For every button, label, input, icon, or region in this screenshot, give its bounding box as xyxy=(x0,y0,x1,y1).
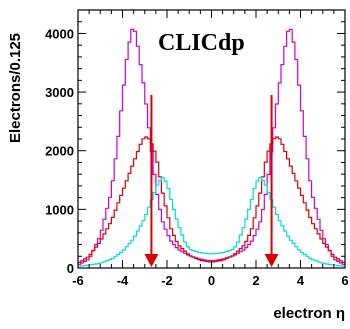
x-tick-label: -6 xyxy=(72,273,84,288)
series-line-2 xyxy=(78,136,345,263)
chart-title: CLICdp xyxy=(158,30,245,56)
y-axis-title: Electrons/0.125 xyxy=(7,33,24,143)
x-tick-label: 6 xyxy=(341,273,348,288)
annotation-group xyxy=(144,95,279,267)
x-tick-label: 0 xyxy=(208,273,215,288)
arrow-head-2 xyxy=(264,254,279,267)
x-tick-label: -4 xyxy=(117,273,129,288)
series-line-1 xyxy=(78,28,345,265)
y-tick-label: 1000 xyxy=(45,202,74,217)
series-group xyxy=(78,28,345,267)
arrow-head-1 xyxy=(144,254,159,267)
x-tick-label: 4 xyxy=(297,273,305,288)
x-tick-label: -2 xyxy=(161,273,173,288)
y-tick-label: 4000 xyxy=(45,26,74,41)
y-tick-label: 0 xyxy=(67,261,74,276)
tick-group: -6 -4 -2 0 2 4 6 0 1000 2000 3000 4000 xyxy=(45,9,349,288)
y-tick-label: 2000 xyxy=(45,144,74,159)
series-line-3 xyxy=(78,176,345,267)
x-axis-title: electron η xyxy=(273,305,345,322)
x-tick-label: 2 xyxy=(252,273,259,288)
y-tick-label: 3000 xyxy=(45,85,74,100)
